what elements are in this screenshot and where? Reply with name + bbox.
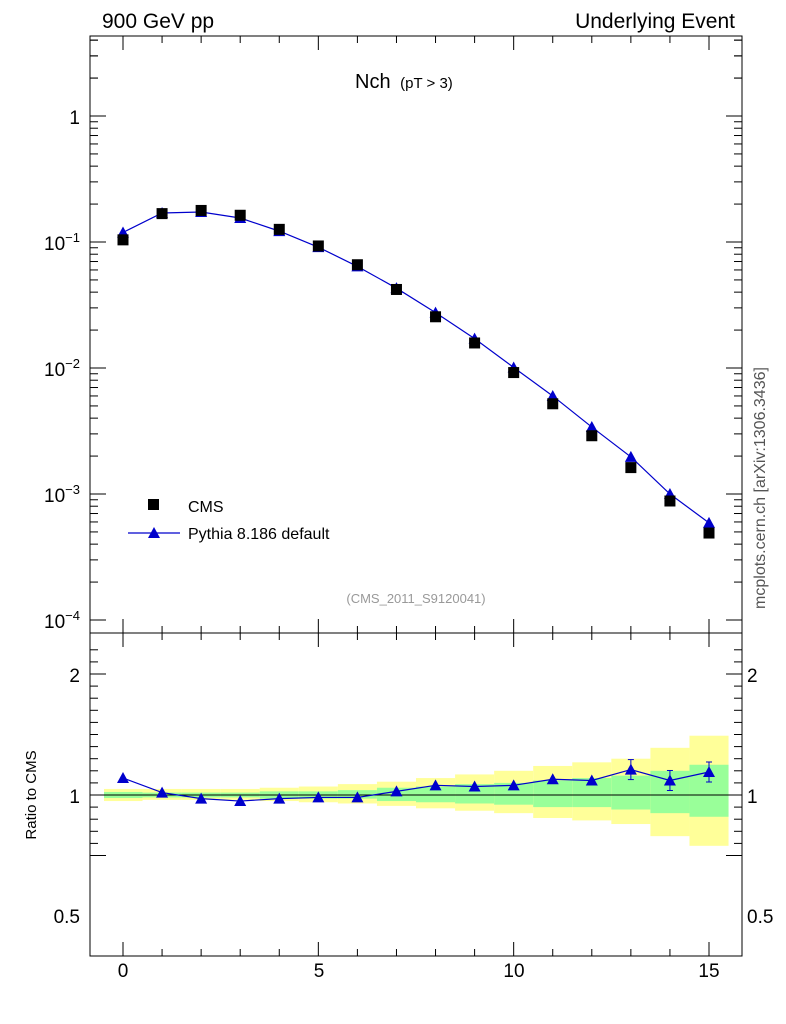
mc-point — [703, 516, 715, 528]
mc-point — [585, 421, 598, 433]
data-point — [508, 367, 520, 379]
ratio-ytick-label-05-right: 0.5 — [747, 907, 773, 928]
ratio-mc-point — [351, 791, 364, 803]
data-point — [430, 311, 442, 323]
ratio-ytick-label-05-left: 0.5 — [54, 907, 80, 928]
band-inner — [416, 786, 456, 803]
data-point — [351, 259, 363, 271]
ratio-ytick-label-2-right: 2 — [747, 666, 758, 687]
plot-title-main: Nch — [355, 71, 391, 93]
xtick-label-10: 10 — [503, 961, 524, 982]
ytick-label-1e-3: 10−3 — [44, 482, 80, 507]
main-panel-frame — [89, 35, 743, 634]
ratio-mc-point — [273, 792, 286, 804]
band-inner — [455, 784, 495, 804]
ratio-axis-ticks — [90, 633, 742, 956]
xtick-label-5: 5 — [314, 961, 325, 982]
ratio-mc-line — [122, 768, 710, 802]
analysis-tag: (CMS_2011_S9120041) — [346, 591, 485, 606]
mc-series-main — [117, 206, 715, 528]
legend: CMS Pythia 8.186 default — [128, 499, 330, 543]
ratio-mc-point — [117, 772, 129, 784]
mc-series-ratio — [117, 759, 715, 807]
data-point — [703, 527, 715, 539]
mc-point — [624, 450, 637, 462]
ytick-label-1e-2: 10−2 — [44, 356, 80, 381]
ratio-mc-point — [390, 785, 403, 797]
band-inner — [611, 775, 651, 810]
ratio-mc-point — [624, 763, 637, 775]
data-point — [195, 204, 207, 216]
ratio-mc-point — [507, 779, 520, 791]
ratio-mc-point — [585, 774, 598, 786]
data-point — [390, 283, 402, 295]
data-point — [625, 462, 637, 474]
ratio-mc-point — [546, 773, 559, 785]
ratio-ytick-label-1-right: 1 — [747, 787, 758, 808]
ratio-mc-point — [156, 786, 169, 798]
data-point — [664, 495, 676, 507]
legend-label-pythia: Pythia 8.186 default — [188, 526, 330, 543]
ytick-label-1e-4: 10−4 — [44, 608, 80, 633]
mc-line — [122, 211, 710, 524]
ratio-mc-point — [663, 774, 676, 786]
plot-title: Nch (pT > 3) — [355, 71, 453, 93]
xtick-label-0: 0 — [118, 961, 129, 982]
ratio-ytick-label-2-left: 2 — [69, 666, 80, 687]
ratio-ylabel: Ratio to CMS — [23, 750, 40, 839]
ratio-mc-point — [703, 766, 715, 778]
legend-label-cms: CMS — [188, 499, 224, 516]
ratio-mc-point — [468, 780, 481, 792]
data-point — [312, 240, 324, 252]
main-axis-ticks — [90, 36, 742, 633]
plot-title-sub: (pT > 3) — [400, 75, 453, 92]
data-point — [117, 234, 129, 246]
header-left: 900 GeV pp — [102, 10, 214, 33]
ratio-mc-point — [195, 792, 208, 804]
xtick-label-15: 15 — [698, 961, 719, 982]
header-right: Underlying Event — [575, 10, 735, 33]
mc-point — [546, 389, 559, 401]
ratio-mc-point — [429, 779, 442, 791]
ratio-uncertainty-bands — [104, 735, 729, 846]
ytick-label-1: 1 — [69, 108, 80, 129]
ratio-mc-point — [312, 791, 325, 803]
side-label: mcplots.cern.ch [arXiv:1306.3436] — [752, 367, 769, 609]
band-inner — [494, 782, 534, 805]
data-point — [273, 223, 285, 235]
ratio-mc-point — [234, 795, 247, 807]
data-point — [234, 209, 246, 221]
band-inner — [533, 780, 573, 808]
data-series-main — [117, 204, 715, 539]
data-point — [156, 208, 168, 220]
data-point — [547, 398, 559, 410]
ytick-label-1e-1: 10−1 — [44, 230, 80, 255]
data-point — [469, 337, 481, 349]
legend-marker-pythia — [148, 527, 160, 538]
data-point — [586, 430, 598, 442]
ratio-ytick-label-1-left: 1 — [69, 787, 80, 808]
legend-marker-cms — [148, 499, 159, 510]
